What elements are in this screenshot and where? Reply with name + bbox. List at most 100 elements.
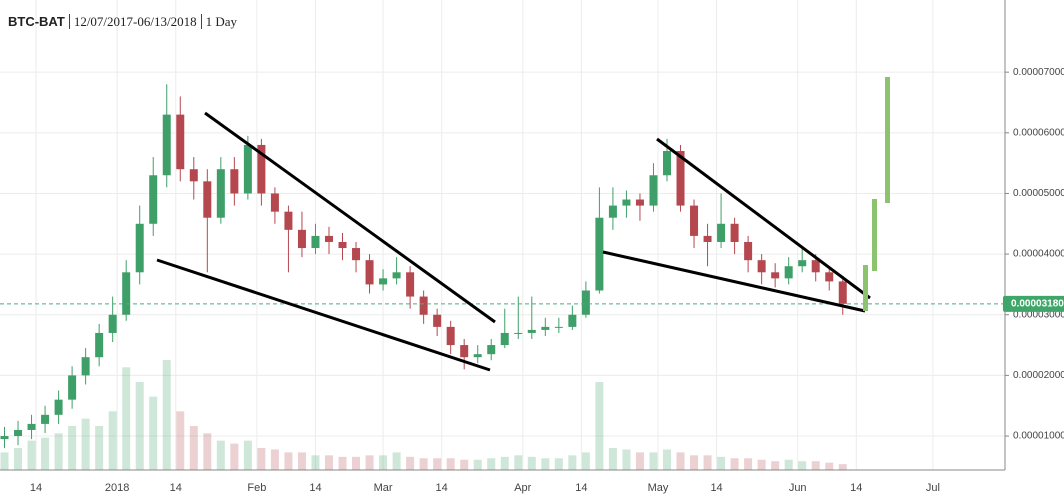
volume-bar bbox=[108, 411, 117, 470]
candle-body bbox=[798, 260, 807, 267]
candle-body bbox=[54, 399, 63, 415]
volume-bar bbox=[649, 452, 658, 470]
y-tick-label: 0.00004000 bbox=[1013, 249, 1064, 260]
y-tick-label: 0.00001000 bbox=[1013, 431, 1064, 442]
volume-bar bbox=[243, 440, 252, 470]
last-price-box bbox=[1003, 295, 1064, 312]
volume-bar bbox=[54, 433, 63, 470]
candle-body bbox=[595, 217, 604, 291]
x-tick-label: Jun bbox=[789, 482, 807, 494]
candle-body bbox=[730, 223, 739, 242]
volume-bar bbox=[216, 440, 225, 470]
candle-body bbox=[500, 332, 509, 346]
volume-bar bbox=[662, 449, 671, 470]
volume-bar bbox=[189, 426, 198, 470]
volume-bar bbox=[162, 360, 171, 470]
candle-body bbox=[352, 248, 361, 261]
volume-bar bbox=[81, 418, 90, 470]
volume-bar bbox=[527, 456, 536, 470]
candle-body bbox=[0, 436, 9, 440]
candle-body bbox=[608, 205, 617, 218]
x-tick-label: 14 bbox=[436, 482, 448, 494]
x-tick-label: 14 bbox=[30, 482, 42, 494]
y-tick-label: 0.00003000 bbox=[1013, 309, 1064, 320]
candle-body bbox=[649, 175, 658, 206]
x-tick-label: Mar bbox=[374, 482, 393, 494]
volume-bar bbox=[487, 458, 496, 470]
candle-body bbox=[27, 423, 36, 430]
volume-bar bbox=[352, 456, 361, 470]
volume-bar bbox=[622, 449, 631, 470]
projection-bar bbox=[872, 199, 877, 271]
candle-body bbox=[135, 223, 144, 273]
x-tick-label: May bbox=[648, 482, 669, 494]
x-tick-label: 14 bbox=[309, 482, 321, 494]
volume-bar bbox=[338, 456, 347, 470]
volume-bar bbox=[635, 452, 644, 470]
y-tick-label: 0.00002000 bbox=[1013, 370, 1064, 381]
volume-bar bbox=[41, 437, 50, 470]
volume-bar bbox=[500, 456, 509, 470]
trend-line bbox=[602, 250, 866, 313]
volume-bar bbox=[581, 452, 590, 470]
candle-body bbox=[635, 199, 644, 206]
volume-bar bbox=[730, 458, 739, 470]
candle-body bbox=[662, 151, 671, 176]
volume-bar bbox=[811, 461, 820, 470]
volume-bar bbox=[176, 411, 185, 470]
candle-body bbox=[176, 114, 185, 170]
y-tick-label: 0.00007000 bbox=[1013, 67, 1064, 78]
candle-body bbox=[568, 314, 577, 327]
candle-body bbox=[433, 314, 442, 327]
candle-body bbox=[149, 175, 158, 224]
candle-body bbox=[392, 272, 401, 279]
volume-bar bbox=[595, 382, 604, 470]
candle-body bbox=[744, 241, 753, 261]
volume-bar bbox=[838, 464, 847, 470]
candle-body bbox=[324, 235, 333, 242]
drawings bbox=[156, 77, 890, 372]
volume-bar bbox=[230, 443, 239, 470]
candle-body bbox=[838, 281, 847, 304]
candle-body bbox=[216, 169, 225, 218]
candle-body bbox=[406, 272, 415, 297]
volume-bar bbox=[825, 462, 834, 470]
candle-body bbox=[473, 354, 482, 358]
candle-body bbox=[41, 414, 50, 424]
volume-bar bbox=[406, 456, 415, 470]
candle-body bbox=[811, 260, 820, 273]
candle-body bbox=[717, 223, 726, 242]
candle-body bbox=[757, 260, 766, 273]
volume-bar bbox=[473, 459, 482, 470]
x-tick-label: 14 bbox=[850, 482, 862, 494]
volume-bar bbox=[203, 433, 212, 470]
volume-bar bbox=[95, 426, 104, 470]
volume-bar bbox=[703, 455, 712, 470]
x-tick-label: 14 bbox=[575, 482, 587, 494]
volume-bar bbox=[460, 459, 469, 470]
volume-bar bbox=[14, 448, 23, 470]
date-range: 12/07/2017-06/13/2018 bbox=[68, 14, 201, 29]
volume-bar bbox=[135, 382, 144, 470]
x-tick-label: 14 bbox=[170, 482, 182, 494]
candle-body bbox=[581, 290, 590, 315]
header: BTC-BAT 12/07/2017-06/13/2018 1 Day bbox=[8, 14, 242, 30]
volume-bar bbox=[676, 452, 685, 470]
candle-body bbox=[446, 326, 455, 346]
candle-body bbox=[487, 345, 496, 355]
candle-body bbox=[203, 181, 212, 218]
volume-bar bbox=[379, 455, 388, 470]
volume-bar bbox=[311, 455, 320, 470]
volume-bar bbox=[392, 452, 401, 470]
candle-body bbox=[95, 332, 104, 358]
volume-bar bbox=[149, 396, 158, 470]
candle-body bbox=[379, 278, 388, 285]
trend-line bbox=[156, 258, 491, 372]
candle-body bbox=[297, 229, 306, 249]
volume-bar bbox=[554, 458, 563, 470]
volume-bar bbox=[270, 449, 279, 470]
volume-bar bbox=[690, 455, 699, 470]
candle-body bbox=[81, 357, 90, 376]
candle-body bbox=[189, 169, 198, 182]
